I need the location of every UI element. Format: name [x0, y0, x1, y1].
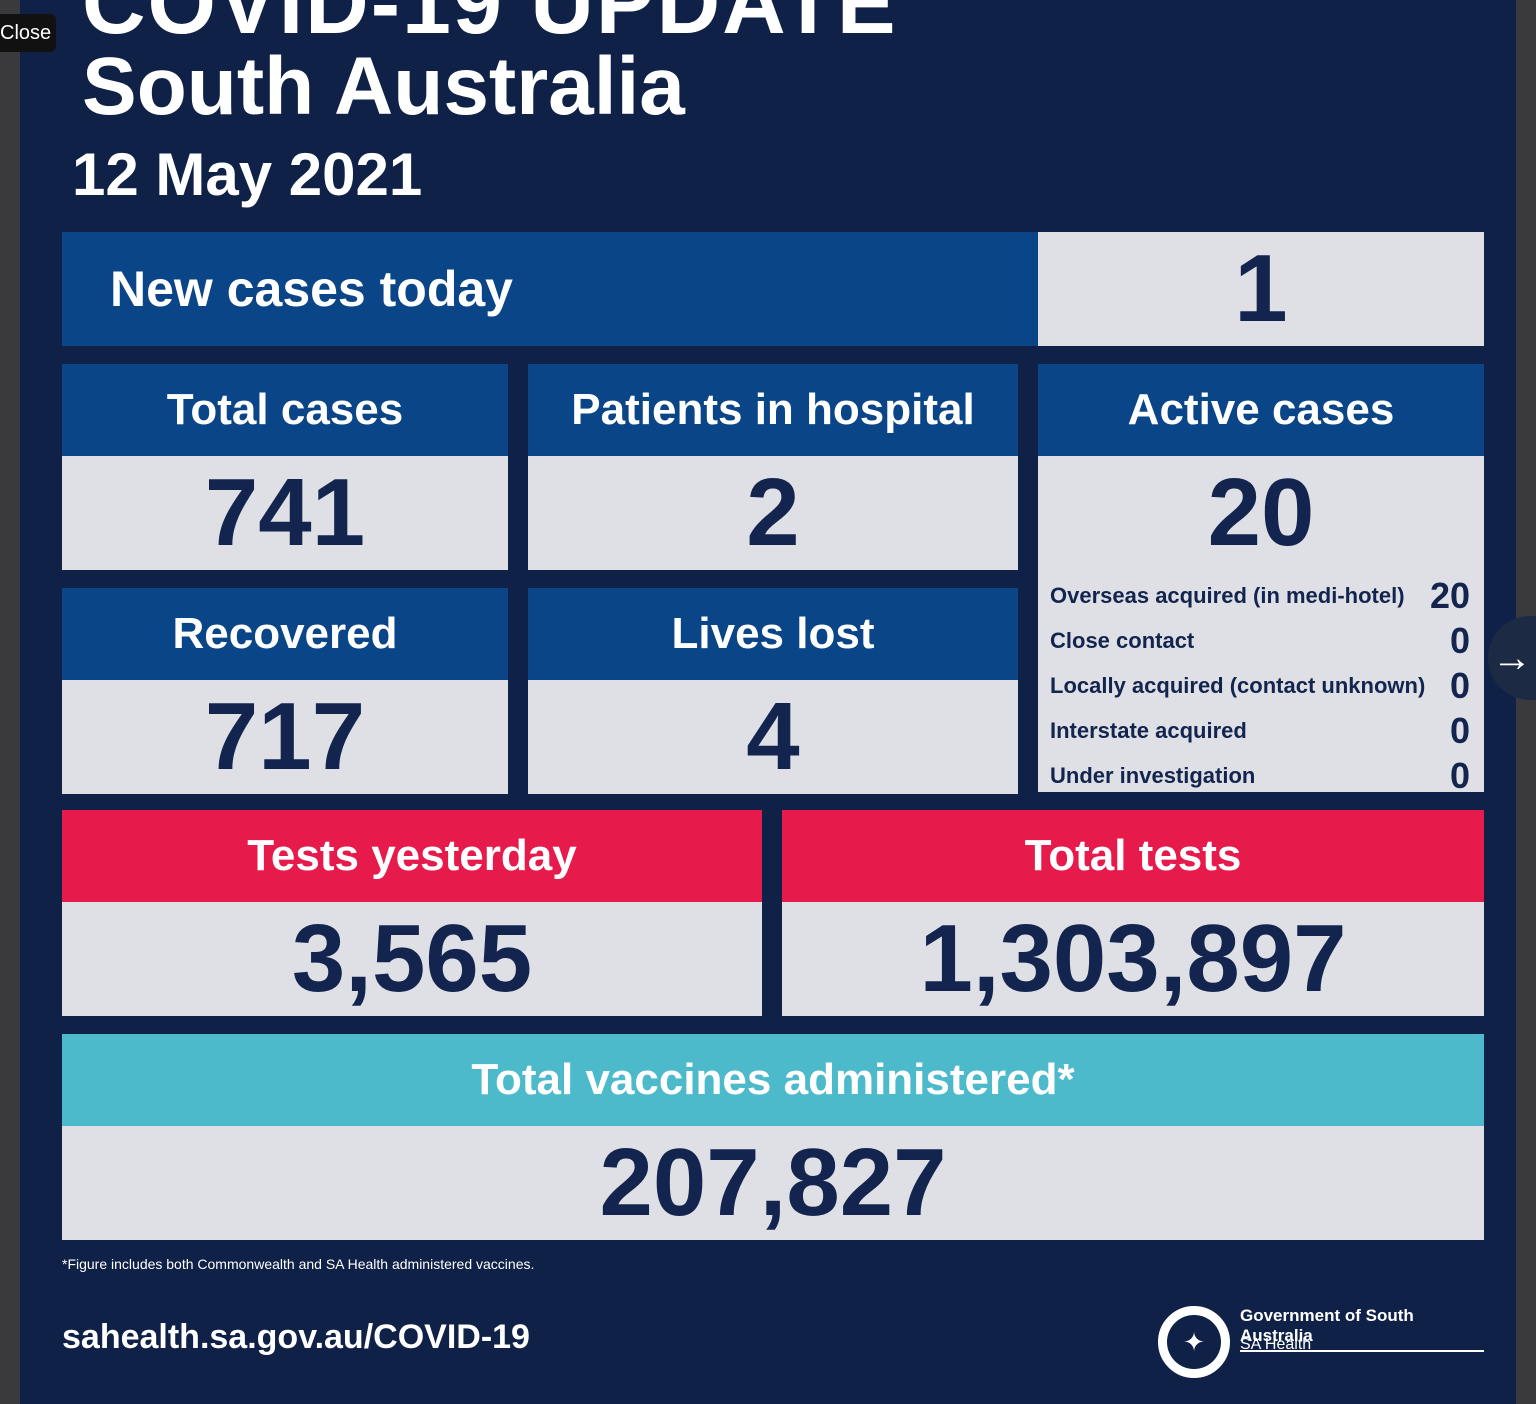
breakdown-value: 0 [1449, 754, 1470, 796]
close-button[interactable]: Close [0, 14, 56, 52]
list-item: Locally acquired (contact unknown) 0 [1050, 664, 1470, 709]
footnote: *Figure includes both Commonwealth and S… [62, 1256, 535, 1272]
total-cases-value: 741 [62, 456, 508, 570]
department-name: SA Health [1240, 1336, 1312, 1353]
recovered-value: 717 [62, 680, 508, 794]
poster-date: 12 May 2021 [72, 141, 423, 208]
sa-government-seal-icon: ✦ [1158, 1306, 1230, 1378]
hospital-value: 2 [528, 456, 1018, 570]
tests-yesterday-label: Tests yesterday [62, 810, 762, 902]
list-item: Close contact 0 [1050, 619, 1470, 664]
list-item: Under investigation 0 [1050, 753, 1470, 798]
hospital-card: Patients in hospital 2 [528, 364, 1018, 570]
list-item: Interstate acquired 0 [1050, 708, 1470, 753]
hospital-label: Patients in hospital [528, 364, 1018, 456]
total-tests-label: Total tests [782, 810, 1484, 902]
government-name: Government of South Australia [1240, 1306, 1484, 1352]
breakdown-value: 0 [1449, 664, 1470, 706]
breakdown-label: Close contact [1050, 628, 1195, 654]
vaccines-label: Total vaccines administered* [62, 1034, 1484, 1126]
total-tests-card: Total tests 1,303,897 [782, 810, 1484, 1016]
poster-subtitle: South Australia [82, 41, 685, 132]
new-cases-value: 1 [1038, 232, 1484, 346]
active-cases-card: Active cases 20 [1038, 364, 1484, 570]
new-cases-label: New cases today [62, 232, 1038, 346]
lives-lost-value: 4 [528, 680, 1018, 794]
recovered-label: Recovered [62, 588, 508, 680]
total-tests-value: 1,303,897 [782, 902, 1484, 1016]
breakdown-label: Overseas acquired (in medi-hotel) [1050, 583, 1405, 609]
breakdown-value: 0 [1449, 620, 1470, 662]
active-cases-breakdown: Overseas acquired (in medi-hotel) 20 Clo… [1038, 570, 1484, 796]
active-cases-label: Active cases [1038, 364, 1484, 456]
poster-title: COVID-19 UPDATE [82, 0, 898, 52]
active-cases-value: 20 [1038, 456, 1484, 570]
lives-lost-card: Lives lost 4 [528, 588, 1018, 794]
breakdown-label: Locally acquired (contact unknown) [1050, 672, 1426, 698]
vaccines-card: Total vaccines administered* 207,827 [62, 1034, 1484, 1240]
website-link[interactable]: sahealth.sa.gov.au/COVID-19 [62, 1318, 530, 1356]
tests-yesterday-card: Tests yesterday 3,565 [62, 810, 762, 1016]
breakdown-value: 20 [1429, 575, 1470, 617]
list-item: Overseas acquired (in medi-hotel) 20 [1050, 574, 1470, 619]
covid-update-poster: COVID-19 UPDATE South Australia 12 May 2… [20, 0, 1516, 1404]
total-cases-card: Total cases 741 [62, 364, 508, 570]
breakdown-label: Interstate acquired [1050, 717, 1247, 743]
tests-yesterday-value: 3,565 [62, 902, 762, 1016]
recovered-card: Recovered 717 [62, 588, 508, 794]
lives-lost-label: Lives lost [528, 588, 1018, 680]
vaccines-value: 207,827 [62, 1126, 1484, 1240]
breakdown-label: Under investigation [1050, 762, 1256, 788]
breakdown-value: 0 [1449, 709, 1470, 751]
total-cases-label: Total cases [62, 364, 508, 456]
